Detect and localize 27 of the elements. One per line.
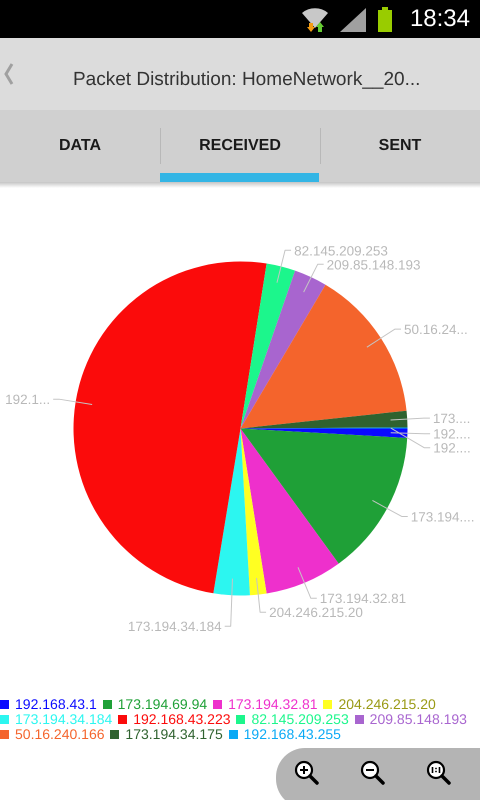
slice-label: 173.194.32.81 xyxy=(320,591,406,606)
slice-label: 204.246.215.20 xyxy=(269,605,363,620)
text: 50.16.24... xyxy=(404,322,468,338)
legend-label: 204.246.215.20 xyxy=(338,696,436,712)
text: 173.... xyxy=(432,411,470,426)
text: 192.... xyxy=(433,440,471,456)
text: 192.... xyxy=(433,426,471,442)
text: 192.1... xyxy=(5,392,50,408)
slice-label: 82.145.209.253 xyxy=(294,243,388,258)
text: RECEIVED xyxy=(198,136,282,156)
legend-label: 173.194.69.94 xyxy=(118,696,208,712)
slice-label: 209.85.148.193 xyxy=(326,257,421,272)
legend-label: 192.168.43.1 xyxy=(15,696,97,712)
legend-label: 173.194.32.81 xyxy=(228,696,318,712)
legend-label: 50.16.240.166 xyxy=(15,726,105,742)
chart-title: Packet Distribution: HomeNetwork__20... xyxy=(73,68,420,92)
text: 173.194.... xyxy=(410,509,475,524)
legend-label: 82.145.209.253 xyxy=(251,711,349,727)
legend-label: 192.168.43.223 xyxy=(133,711,231,727)
text: DATA xyxy=(58,136,102,156)
legend-label: 209.85.148.193 xyxy=(370,711,467,727)
text: 18:34 xyxy=(410,5,470,33)
legend-label: 173.194.34.175 xyxy=(125,726,223,742)
text: SENT xyxy=(378,136,422,156)
legend-label: 192.168.43.255 xyxy=(244,726,341,742)
legend-label: 173.194.34.184 xyxy=(15,711,112,727)
slice-label: 173.194.34.184 xyxy=(128,619,222,634)
